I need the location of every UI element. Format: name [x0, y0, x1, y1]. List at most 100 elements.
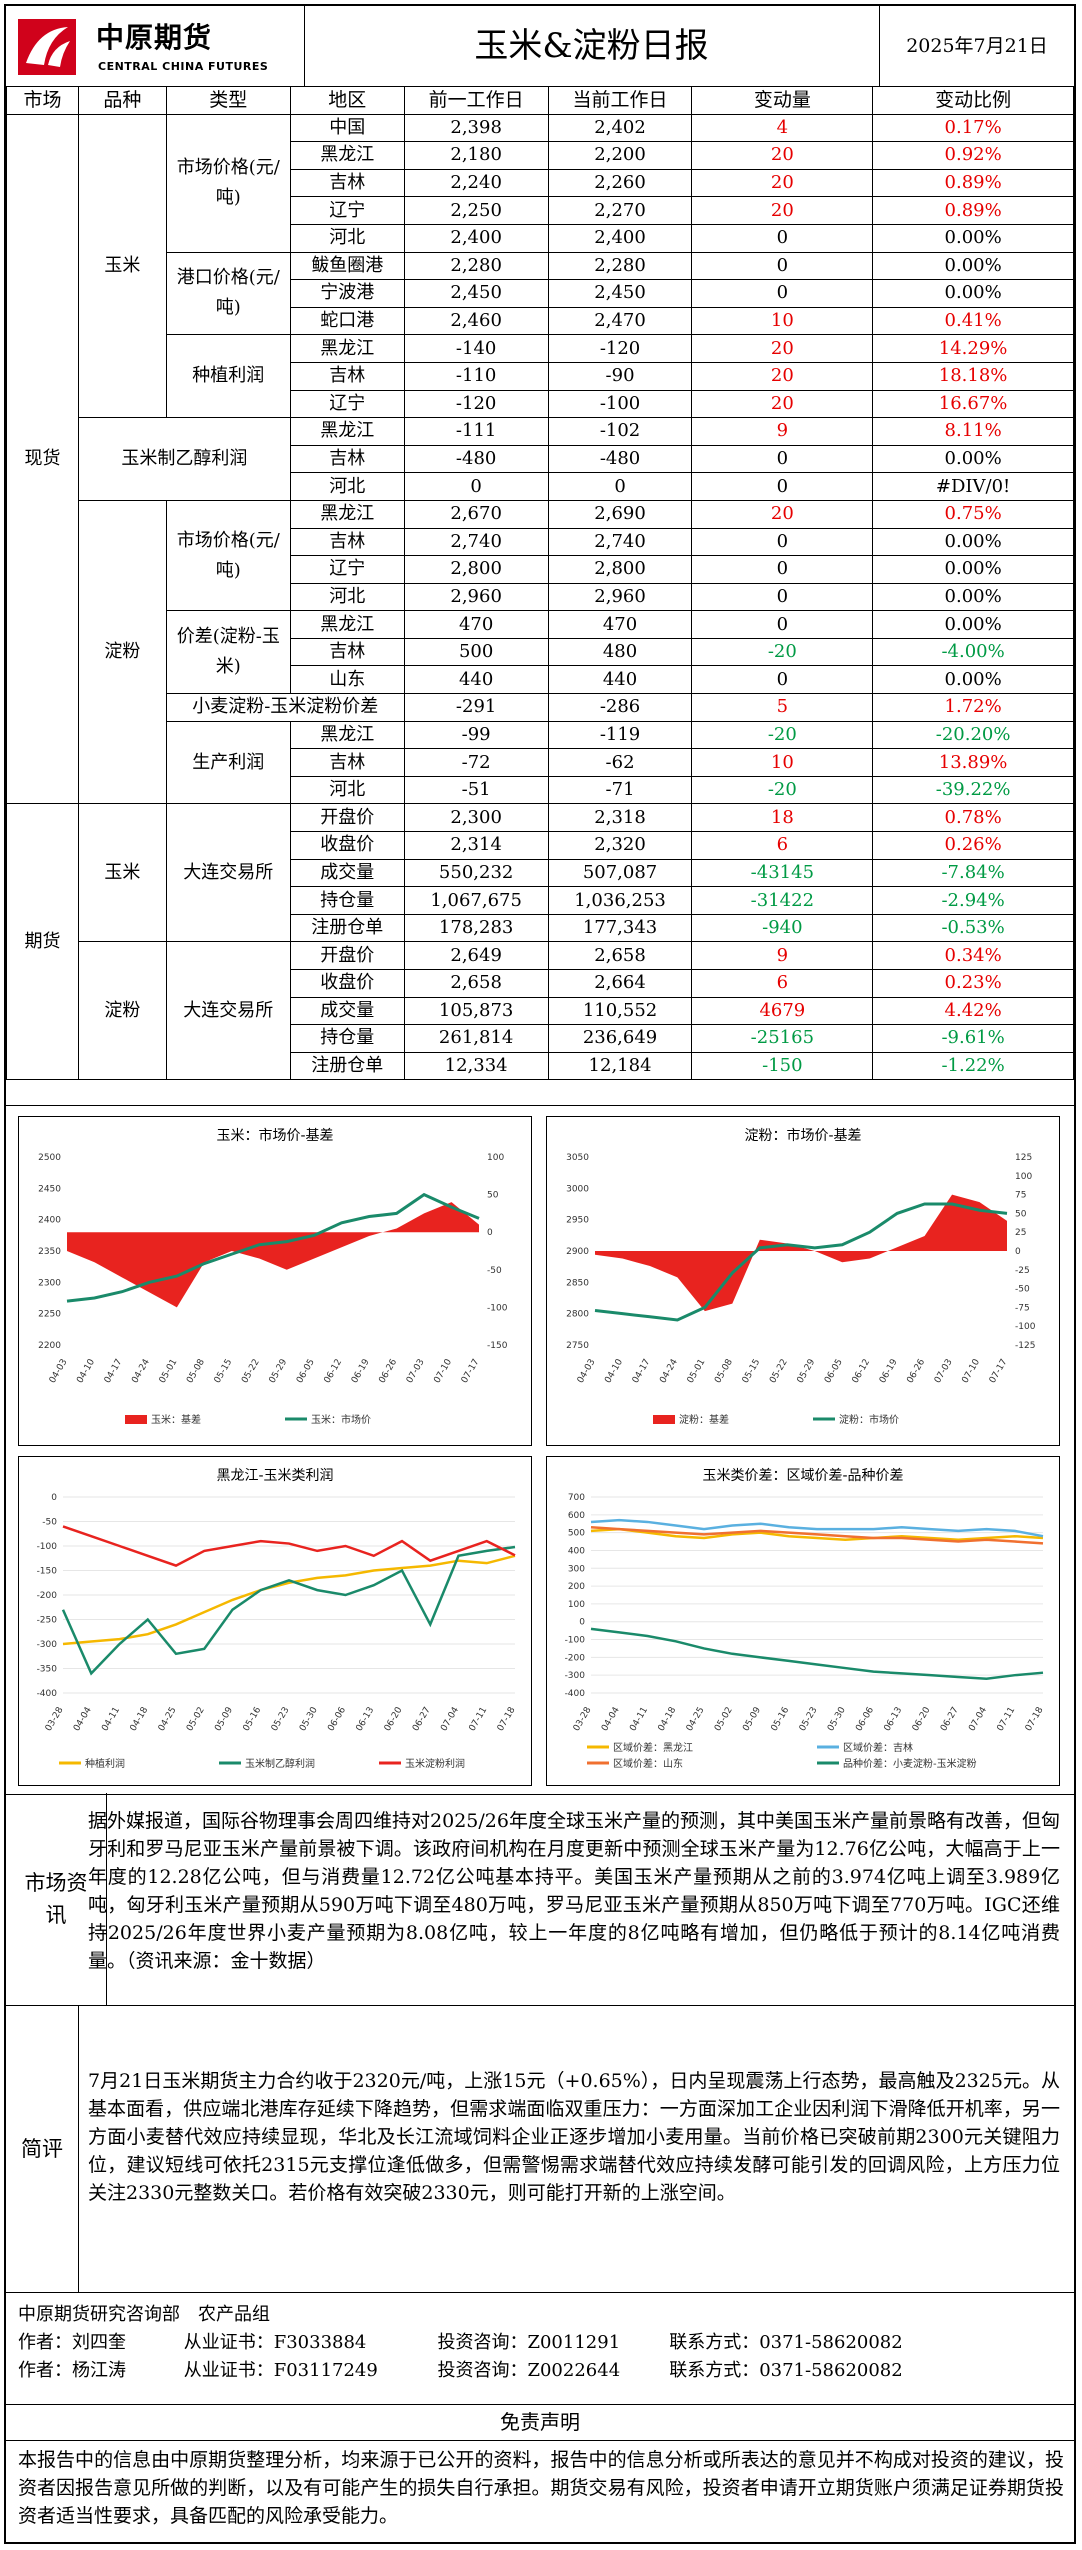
author-contact: 联系方式：0371-58620082	[669, 2360, 903, 2381]
type-starch-spread: 价差(淀粉-玉米)	[165, 610, 291, 695]
y-tick-label: -250	[37, 1616, 58, 1626]
cell-pct: 1.72%	[872, 693, 1074, 722]
table-header-row: 市场 品种 类型 地区 前一工作日 当前工作日 变动量 变动比例	[6, 86, 1074, 115]
report-header: 中原期货 CENTRAL CHINA FUTURES 玉米&淀粉日报 2025年…	[6, 6, 1074, 87]
cell-region: 黑龙江	[289, 499, 405, 529]
cell-prev: 0	[403, 472, 549, 501]
author-row: 作者：刘四奎 从业证书：F3033884 投资咨询：Z0011291 联系方式：…	[18, 2330, 903, 2356]
y-tick-label: 50	[487, 1191, 499, 1201]
table-row: 河北 -51 -71 -20 -39.22%	[7, 775, 1074, 805]
cell-region: 收盘价	[289, 969, 405, 998]
cell-pct: 0.00%	[872, 251, 1074, 281]
cell-pct: 0.00%	[872, 444, 1074, 474]
y-tick-label: 2900	[566, 1247, 589, 1257]
chart-svg: 0 -50 -100 -150 -200 -250 -300 -350 -400 03-28 04-…	[37, 1493, 518, 1770]
y-tick-label: -100	[1015, 1322, 1036, 1332]
heilongjiang-profit-chart: 黑龙江-玉米类利润 0 -50 -100 -150 -200 -250 -300 -350 -4…	[18, 1456, 532, 1786]
cell-region: 宁波港	[289, 279, 405, 308]
cell-pct: -7.84%	[872, 858, 1074, 888]
cell-pct: #DIV/0!	[872, 472, 1074, 501]
cell-change: 20	[691, 141, 874, 170]
cell-prev: 12,334	[403, 1051, 549, 1081]
y-tick-label: 2800	[566, 1310, 589, 1320]
cell-change: -20	[691, 775, 874, 805]
cell-prev: 500	[403, 637, 549, 667]
cell-change: -31422	[691, 886, 874, 915]
cell-region: 吉林	[289, 527, 405, 557]
author-inv: 投资咨询：Z0022644	[437, 2360, 621, 2381]
logo-text-en: CENTRAL CHINA FUTURES	[98, 60, 269, 73]
x-tick-label: 07-10	[432, 1357, 454, 1385]
cell-region: 开盘价	[289, 941, 405, 970]
company-logo-icon	[18, 19, 76, 75]
series-line	[590, 1526, 1044, 1545]
cell-prev: 1,067,675	[403, 886, 549, 915]
x-tick-label: 04-10	[603, 1357, 625, 1385]
cell-pct: -2.94%	[872, 886, 1074, 915]
legend-label: 区域价差：吉林	[843, 1741, 913, 1754]
x-tick-label: 06-13	[355, 1706, 377, 1734]
cell-region: 黑龙江	[289, 610, 405, 639]
x-tick-label: 06-13	[883, 1706, 905, 1734]
cell-region: 成交量	[289, 996, 405, 1026]
x-tick-label: 06-19	[350, 1357, 372, 1385]
cell-prev: 2,240	[403, 168, 549, 198]
cell-change: 20	[691, 196, 874, 225]
cell-prev: 2,180	[403, 141, 549, 170]
x-tick-label: 05-30	[298, 1705, 320, 1733]
cell-region: 注册仓单	[289, 1051, 405, 1081]
y-tick-label: 125	[1015, 1153, 1032, 1163]
chart-svg: 2200 2250 2300 2350 2400 2450 2500 100 50 0 -50 -10…	[38, 1153, 508, 1426]
table-row: 港口价格(元/吨) 鲅鱼圈港 2,280 2,280 0 0.00%	[7, 251, 1074, 336]
cell-curr: 2,400	[547, 223, 693, 253]
cell-change: 6	[691, 831, 874, 860]
cell-prev: 2,658	[403, 969, 549, 998]
cell-pct: 0.00%	[872, 527, 1074, 557]
cell-curr: -62	[547, 748, 693, 777]
cell-pct: 0.23%	[872, 969, 1074, 998]
cell-pct: 0.26%	[872, 831, 1074, 860]
basis-area	[595, 1194, 1007, 1312]
table-row: 淀粉 市场价格(元/吨) 黑龙江 2,670 2,690 20 0.75%	[7, 499, 1074, 805]
x-tick-label: 05-09	[741, 1705, 763, 1733]
cell-change: -20	[691, 637, 874, 667]
type-starch-profit: 生产利润	[165, 720, 291, 805]
x-tick-label: 06-20	[911, 1705, 933, 1733]
cell-region: 开盘价	[289, 803, 405, 833]
cell-pct: 4.42%	[872, 996, 1074, 1026]
y-tick-label: 200	[568, 1582, 585, 1592]
cell-pct: 16.67%	[872, 389, 1074, 419]
table-row: 成交量 105,873 110,552 4679 4.42%	[7, 996, 1074, 1026]
cell-curr: 2,740	[547, 527, 693, 557]
cell-curr: 480	[547, 637, 693, 667]
chart-svg: 700 600 500 400 300 200 100 0 -100 -200 -300 -400 03…	[565, 1493, 1046, 1770]
legend-swatch	[125, 1415, 147, 1424]
x-tick-label: 03-28	[44, 1705, 66, 1733]
cell-prev: 2,460	[403, 306, 549, 336]
y-tick-label: 0	[487, 1228, 493, 1238]
cell-curr: -90	[547, 361, 693, 391]
y-tick-label: 2200	[38, 1341, 61, 1351]
cell-prev: 261,814	[403, 1024, 549, 1053]
cell-pct: 0.00%	[872, 665, 1074, 695]
cell-region: 中国	[289, 113, 405, 143]
cell-pct: 18.18%	[872, 361, 1074, 391]
y-tick-label: 100	[487, 1153, 504, 1163]
y-tick-label: 2300	[38, 1278, 61, 1288]
x-tick-label: 04-17	[631, 1358, 653, 1386]
table-row: 成交量 550,232 507,087 -43145 -7.84%	[7, 858, 1074, 888]
cell-pct: 0.75%	[872, 499, 1074, 529]
cell-change: 20	[691, 499, 874, 529]
cell-change: 20	[691, 168, 874, 198]
cell-prev: -99	[403, 720, 549, 750]
col-header-variety: 品种	[77, 86, 167, 115]
cell-curr: 2,320	[547, 831, 693, 860]
x-tick-label: 05-02	[185, 1706, 207, 1734]
y-tick-label: -400	[37, 1689, 58, 1699]
market-info-section: 市场资讯 据外媒报道，国际谷物理事会周四维持对2025/26年度全球玉米产量的预…	[6, 1793, 1074, 2006]
y-tick-label: 0	[51, 1493, 57, 1503]
charts-area: 玉米：市场价-基差 2200 2250 2300 2350 2400 2450 2500 10…	[6, 1105, 1074, 1795]
cell-prev: -51	[403, 775, 549, 805]
legend-label: 玉米：市场价	[311, 1413, 371, 1426]
table-row: 黑龙江 2,180 2,200 20 0.92%	[7, 141, 1074, 170]
